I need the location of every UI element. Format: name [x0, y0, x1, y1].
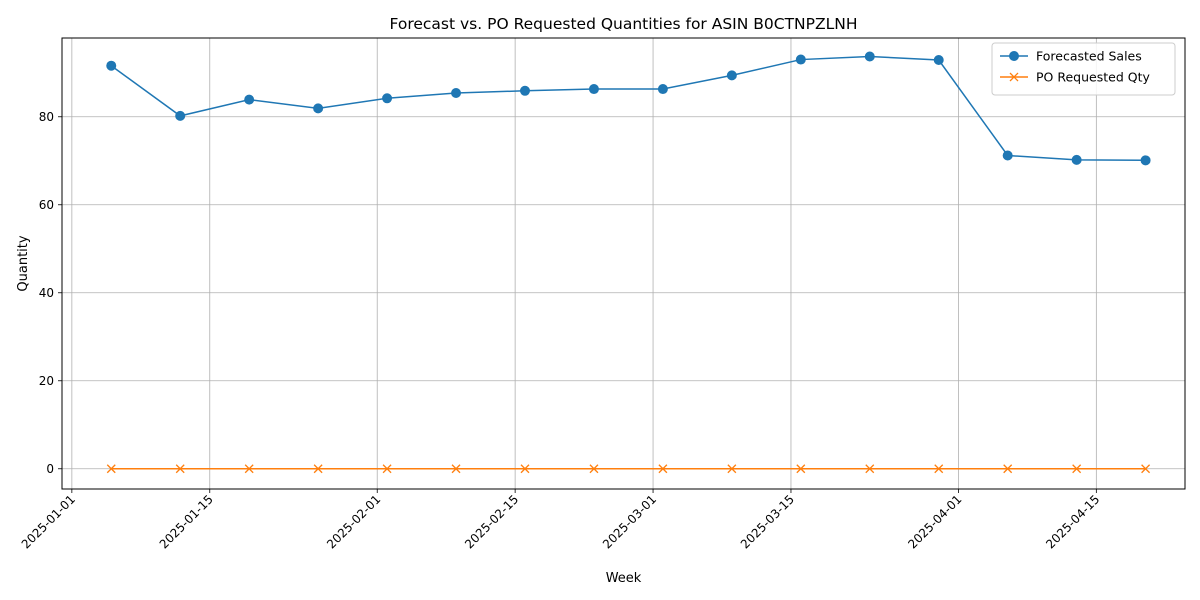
x-axis-title: Week	[606, 571, 642, 586]
series-1-point-0	[106, 464, 116, 474]
series-1	[106, 464, 1151, 474]
series-1-point-5	[451, 464, 461, 474]
series-0-point-2	[244, 94, 255, 105]
series-1-point-10	[796, 464, 806, 474]
series-1-point-9	[727, 464, 737, 474]
series-1-point-11	[865, 464, 875, 474]
series-0-point-13	[1002, 150, 1013, 161]
series-1-point-15	[1141, 464, 1151, 474]
series-0-point-8	[657, 84, 668, 95]
series-0-point-4	[382, 93, 393, 104]
chart-title: Forecast vs. PO Requested Quantities for…	[389, 15, 857, 33]
series-1-point-3	[313, 464, 323, 474]
series-0-point-15	[1140, 155, 1151, 166]
legend-marker-1	[1009, 72, 1019, 82]
series-1-point-8	[658, 464, 668, 474]
y-axis-title: Quantity	[16, 235, 31, 291]
series-1-point-2	[244, 464, 254, 474]
series-0-point-0	[106, 60, 117, 71]
legend-label-1: PO Requested Qty	[1036, 70, 1150, 85]
series-0-point-5	[451, 88, 462, 98]
series-1-point-1	[175, 464, 185, 474]
series-1-point-13	[1003, 464, 1013, 474]
series-0-point-10	[795, 54, 806, 65]
series-layer	[106, 51, 1151, 474]
y-tick-label-2: 40	[39, 286, 54, 300]
y-tick-label-1: 20	[39, 374, 54, 388]
series-1-point-6	[520, 464, 530, 474]
y-tick-label-3: 60	[39, 198, 54, 212]
series-0-point-7	[588, 84, 599, 95]
series-0-point-6	[519, 85, 530, 96]
series-0	[106, 51, 1151, 166]
series-1-point-12	[934, 464, 944, 474]
series-0-point-14	[1071, 154, 1082, 165]
series-1-point-14	[1072, 464, 1082, 474]
series-0-point-3	[313, 103, 324, 114]
series-0-point-11	[864, 51, 875, 62]
legend-box	[991, 42, 1176, 96]
legend-marker-0	[1009, 51, 1019, 61]
series-1-point-7	[589, 464, 599, 474]
series-0-point-12	[933, 55, 944, 65]
series-0-point-1	[175, 110, 186, 121]
y-tick-label-0: 0	[46, 462, 54, 476]
y-tick-label-4: 80	[39, 110, 54, 124]
plot-area-frame	[61, 37, 1186, 490]
legend-label-0: Forecasted Sales	[1036, 49, 1142, 64]
legend: Forecasted Sales PO Requested Qty	[991, 42, 1176, 96]
series-1-point-4	[382, 464, 392, 474]
series-0-point-9	[726, 70, 737, 81]
series-line-0	[110, 55, 1146, 162]
